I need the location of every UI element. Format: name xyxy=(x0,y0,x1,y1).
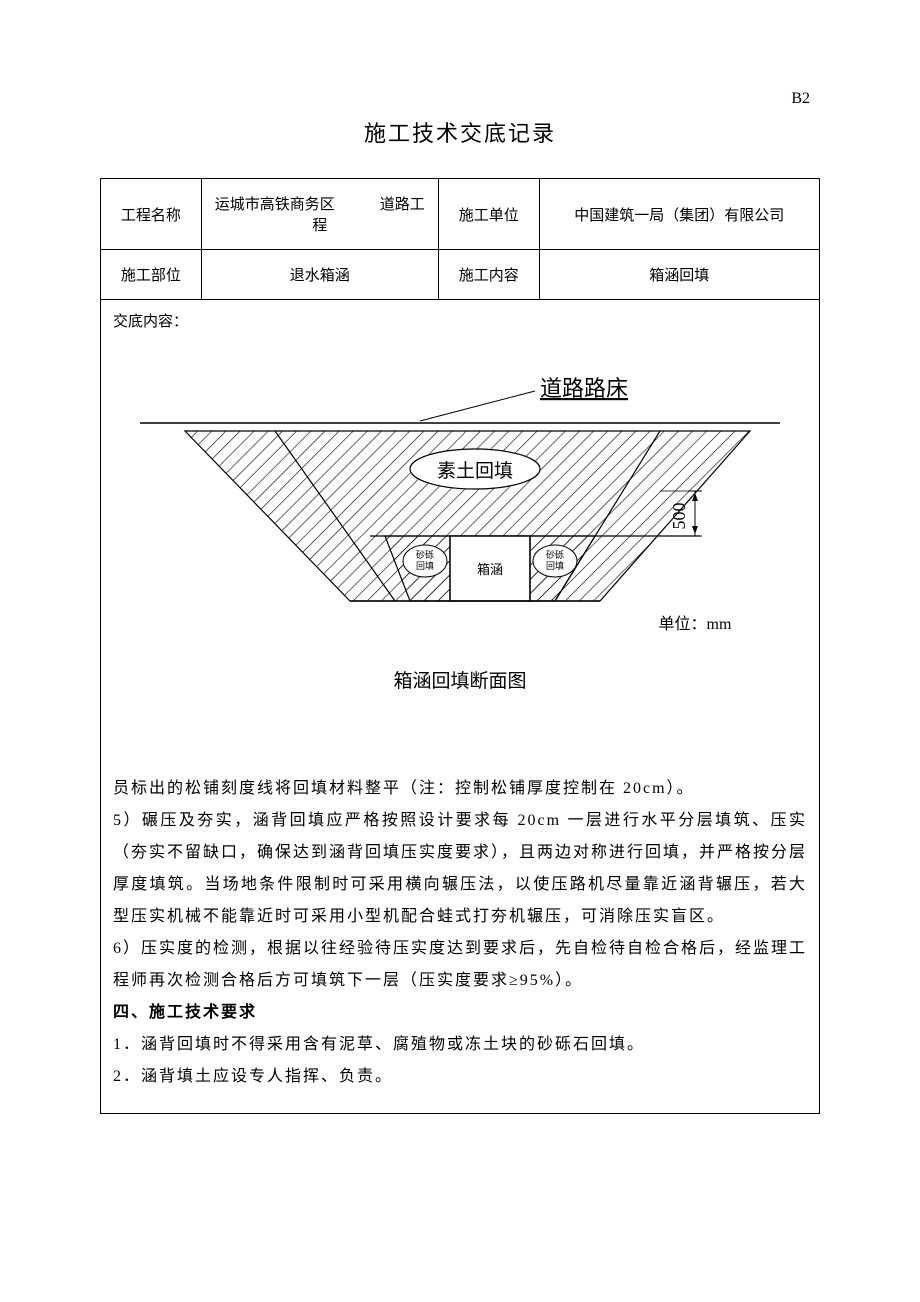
value-construction-content: 箱涵回填 xyxy=(539,250,819,300)
document-title: 施工技术交底记录 xyxy=(100,116,820,148)
diagram-caption: 箱涵回填断面图 xyxy=(113,666,807,693)
dimension-500: 500 xyxy=(669,503,689,530)
soil-fill-label: 素土回填 xyxy=(437,460,513,482)
culvert-label: 箱涵 xyxy=(477,562,503,577)
table-row: 工程名称 运城市高铁商务区 道路工程 施工单位 中国建筑一局（集团）有限公司 xyxy=(101,179,820,250)
diagram-svg: 道路路床 素土回填 砂砾 回填 箱涵 xyxy=(140,361,780,661)
paragraph: 1．涵背回填时不得采用含有泥草、腐殖物或冻土块的砂砾石回填。 xyxy=(113,1029,807,1061)
roadbed-label: 道路路床 xyxy=(540,376,628,401)
value-construction-part: 退水箱涵 xyxy=(201,250,438,300)
paragraph: 5）碾压及夯实，涵背回填应严格按照设计要求每 20cm 一层进行水平分层填筑、压… xyxy=(113,805,807,933)
value-construction-unit: 中国建筑一局（集团）有限公司 xyxy=(539,179,819,250)
label-construction-part: 施工部位 xyxy=(101,250,202,300)
gravel-left-label-2: 回填 xyxy=(416,560,434,571)
cross-section-diagram: 道路路床 素土回填 砂砾 回填 箱涵 xyxy=(113,341,807,671)
value-project-name: 运城市高铁商务区 道路工程 xyxy=(201,179,438,250)
content-cell: 交底内容： 道路路床 素土回填 xyxy=(100,300,820,1114)
gravel-right-label-2: 回填 xyxy=(546,560,564,571)
label-construction-content: 施工内容 xyxy=(438,250,539,300)
label-construction-unit: 施工单位 xyxy=(438,179,539,250)
gravel-left-label-1: 砂砾 xyxy=(416,549,434,560)
paragraph: 员标出的松铺刻度线将回填材料整平（注：控制松铺厚度控制在 20cm）。 xyxy=(113,773,807,805)
paragraph: 2．涵背填土应设专人指挥、负责。 xyxy=(113,1061,807,1093)
content-label: 交底内容： xyxy=(113,310,807,331)
header-table: 工程名称 运城市高铁商务区 道路工程 施工单位 中国建筑一局（集团）有限公司 施… xyxy=(100,178,820,300)
document-code: B2 xyxy=(100,90,820,108)
body-text: 员标出的松铺刻度线将回填材料整平（注：控制松铺厚度控制在 20cm）。 5）碾压… xyxy=(113,773,807,1093)
label-project-name: 工程名称 xyxy=(101,179,202,250)
table-row: 施工部位 退水箱涵 施工内容 箱涵回填 xyxy=(101,250,820,300)
section-heading: 四、施工技术要求 xyxy=(113,997,807,1029)
unit-label: 单位：mm xyxy=(659,615,732,633)
gravel-right-label-1: 砂砾 xyxy=(546,549,564,560)
paragraph: 6）压实度的检测，根据以往经验待压实度达到要求后，先自检待自检合格后，经监理工程… xyxy=(113,933,807,997)
